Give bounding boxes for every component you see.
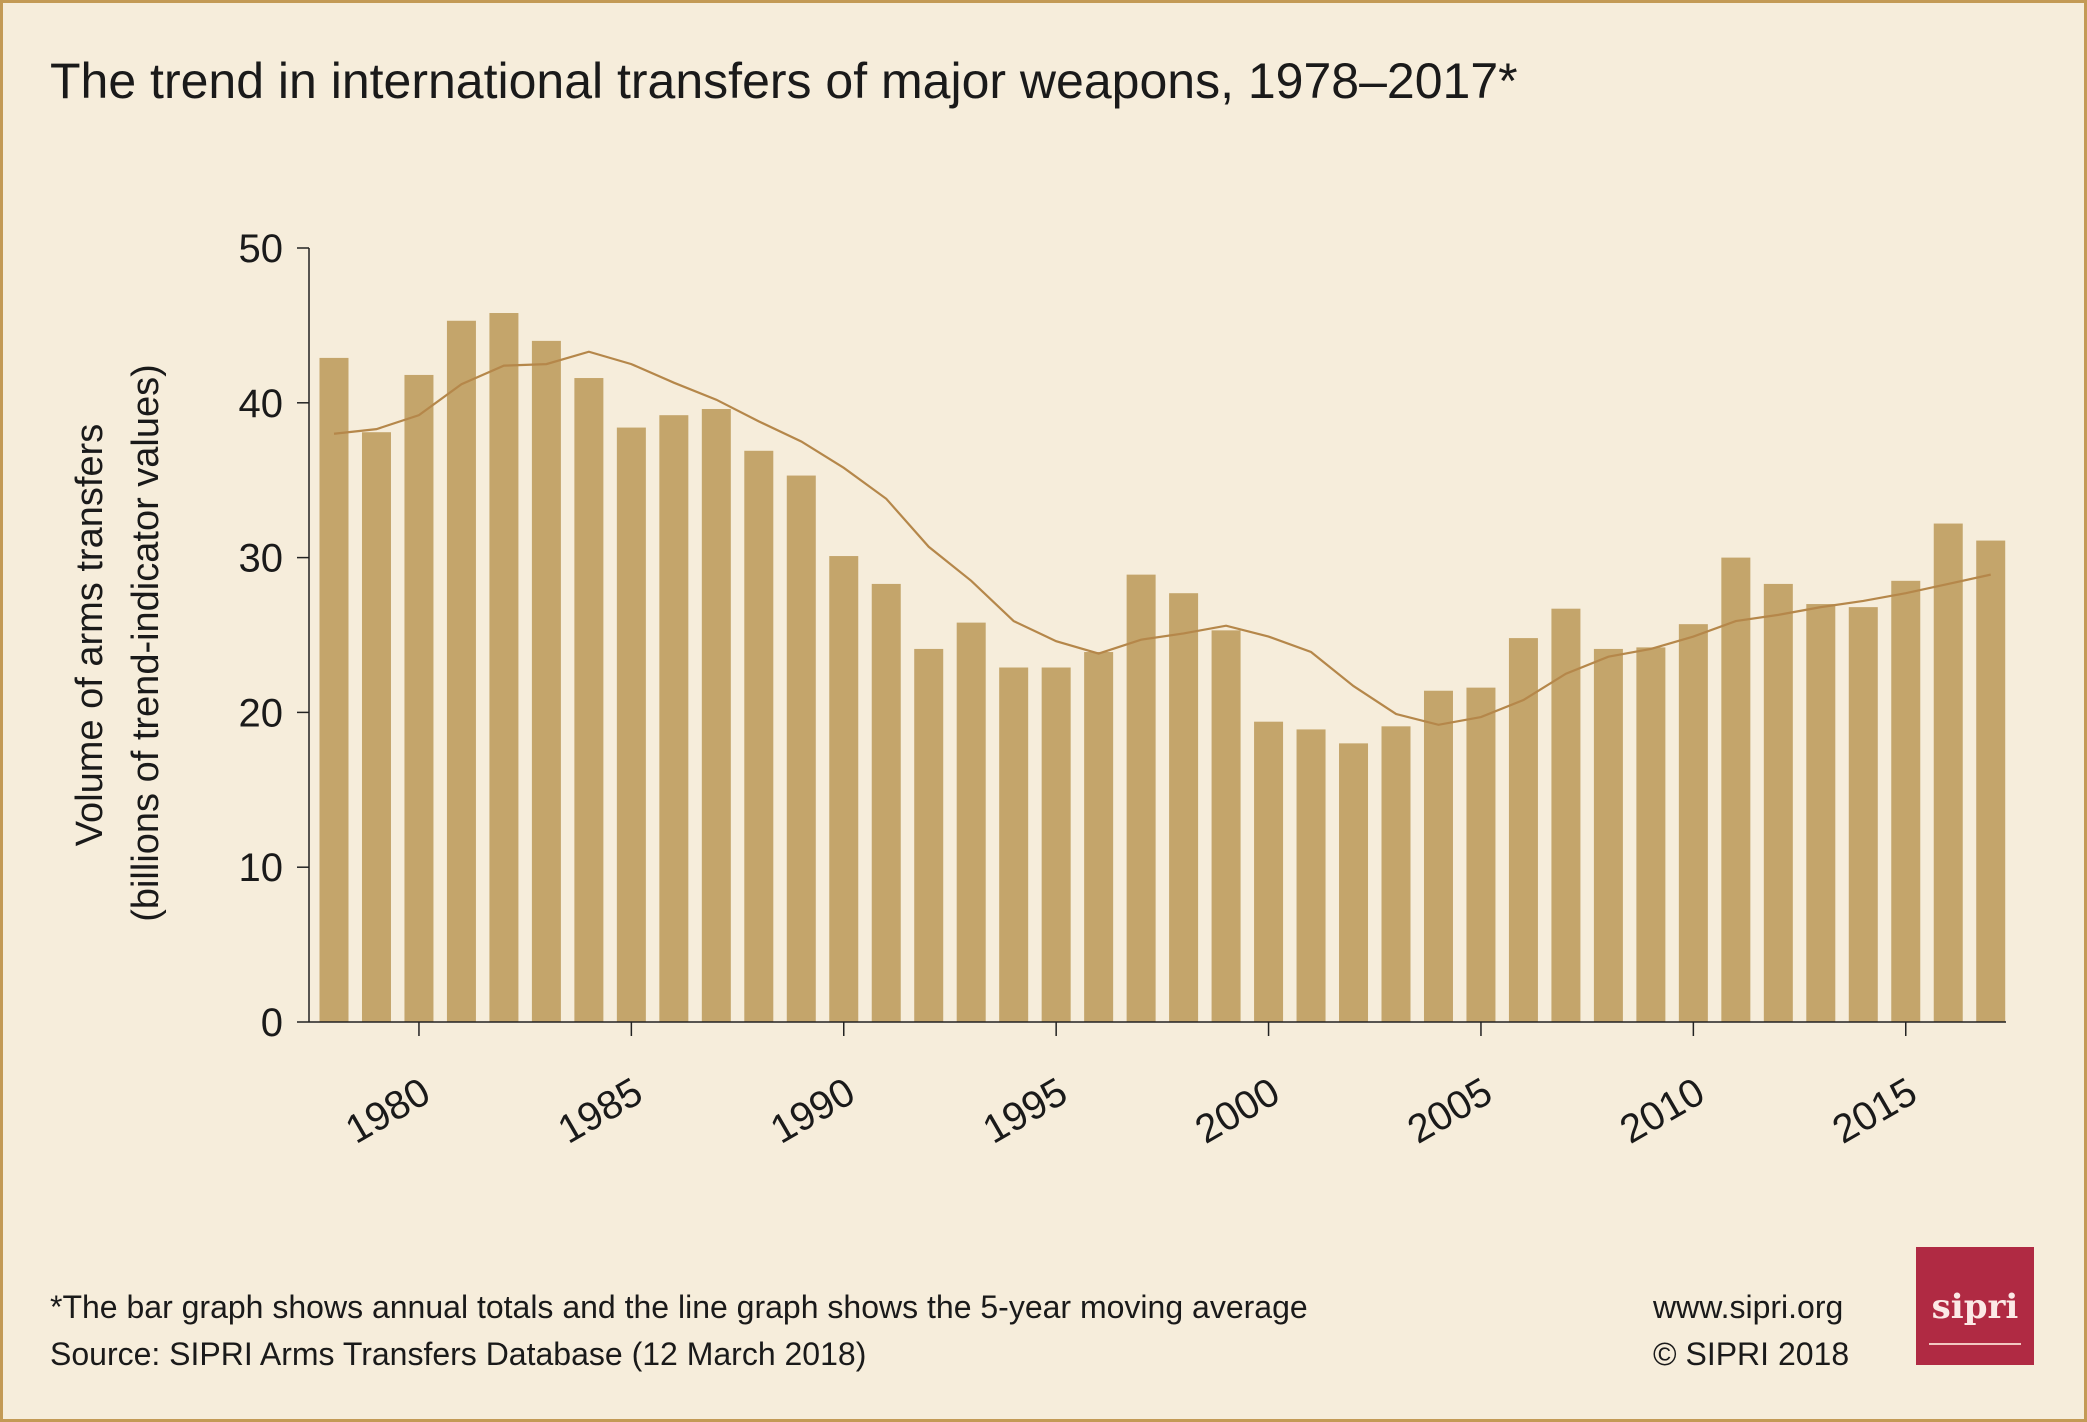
bar-2017 xyxy=(1976,540,2006,1022)
bar-1988 xyxy=(744,450,774,1023)
footnote: *The bar graph shows annual totals and t… xyxy=(50,1289,1308,1325)
bar-1999 xyxy=(1211,630,1241,1022)
x-tick-label-2010: 2010 xyxy=(1613,1070,1712,1153)
bar-2011 xyxy=(1721,557,1751,1022)
bar-1994 xyxy=(999,667,1029,1022)
y-tick-label-10: 10 xyxy=(239,846,284,890)
bar-2003 xyxy=(1381,726,1411,1022)
bar-2013 xyxy=(1806,604,1836,1022)
bar-1980 xyxy=(404,374,434,1022)
bar-1979 xyxy=(361,432,391,1022)
bar-2012 xyxy=(1763,583,1793,1022)
sipri-logo: sipri xyxy=(1916,1247,2034,1365)
bar-2004 xyxy=(1423,690,1453,1022)
chart-title: The trend in international transfers of … xyxy=(50,53,1518,109)
source-note: Source: SIPRI Arms Transfers Database (1… xyxy=(50,1336,867,1372)
bar-1987 xyxy=(701,408,731,1022)
bar-1997 xyxy=(1126,574,1156,1022)
bar-2002 xyxy=(1339,743,1369,1022)
x-tick-label-1985: 1985 xyxy=(551,1070,650,1153)
bar-2016 xyxy=(1933,523,1963,1022)
y-tick-label-30: 30 xyxy=(239,537,284,581)
x-tick-label-2005: 2005 xyxy=(1400,1070,1499,1153)
y-tick-label-20: 20 xyxy=(239,691,284,735)
bar-2006 xyxy=(1508,638,1538,1022)
bar-1982 xyxy=(489,313,519,1022)
bar-1990 xyxy=(829,556,859,1022)
bar-2010 xyxy=(1678,624,1708,1022)
moving-average-line xyxy=(333,350,1991,726)
bar-1989 xyxy=(786,475,816,1022)
bar-2009 xyxy=(1636,647,1666,1022)
bar-2000 xyxy=(1254,721,1284,1022)
bar-1995 xyxy=(1041,667,1071,1022)
y-tick-label-0: 0 xyxy=(261,1001,283,1045)
x-tick-label-1980: 1980 xyxy=(338,1070,437,1153)
bar-2005 xyxy=(1466,687,1496,1022)
bar-1978 xyxy=(319,357,349,1023)
bar-1993 xyxy=(956,622,986,1022)
bar-1983 xyxy=(531,340,561,1022)
x-tick-label-2000: 2000 xyxy=(1188,1070,1287,1153)
bar-1998 xyxy=(1169,593,1199,1022)
y-tick-label-40: 40 xyxy=(239,382,284,426)
bar-1996 xyxy=(1084,652,1114,1022)
y-axis-label: Volume of arms transfers xyxy=(69,424,111,846)
bar-1985 xyxy=(616,427,646,1022)
bar-2014 xyxy=(1848,607,1878,1022)
y-tick-label-50: 50 xyxy=(239,227,284,271)
bar-1991 xyxy=(871,583,901,1022)
website-link[interactable]: www.sipri.org xyxy=(1653,1289,1844,1325)
bar-1981 xyxy=(446,320,476,1023)
copyright: © SIPRI 2018 xyxy=(1653,1336,1850,1372)
bar-1986 xyxy=(659,415,689,1023)
x-tick-label-1995: 1995 xyxy=(976,1070,1075,1153)
x-tick-label-1990: 1990 xyxy=(763,1070,862,1153)
bar-2008 xyxy=(1593,648,1623,1022)
bar-2001 xyxy=(1296,729,1326,1022)
bar-1992 xyxy=(914,648,944,1022)
bar-2007 xyxy=(1551,608,1581,1022)
bar-1984 xyxy=(574,378,604,1023)
bar-2015 xyxy=(1891,580,1921,1022)
y-axis-sublabel: (billions of trend-indicator values) xyxy=(125,364,167,922)
x-tick-label-2015: 2015 xyxy=(1825,1070,1924,1153)
